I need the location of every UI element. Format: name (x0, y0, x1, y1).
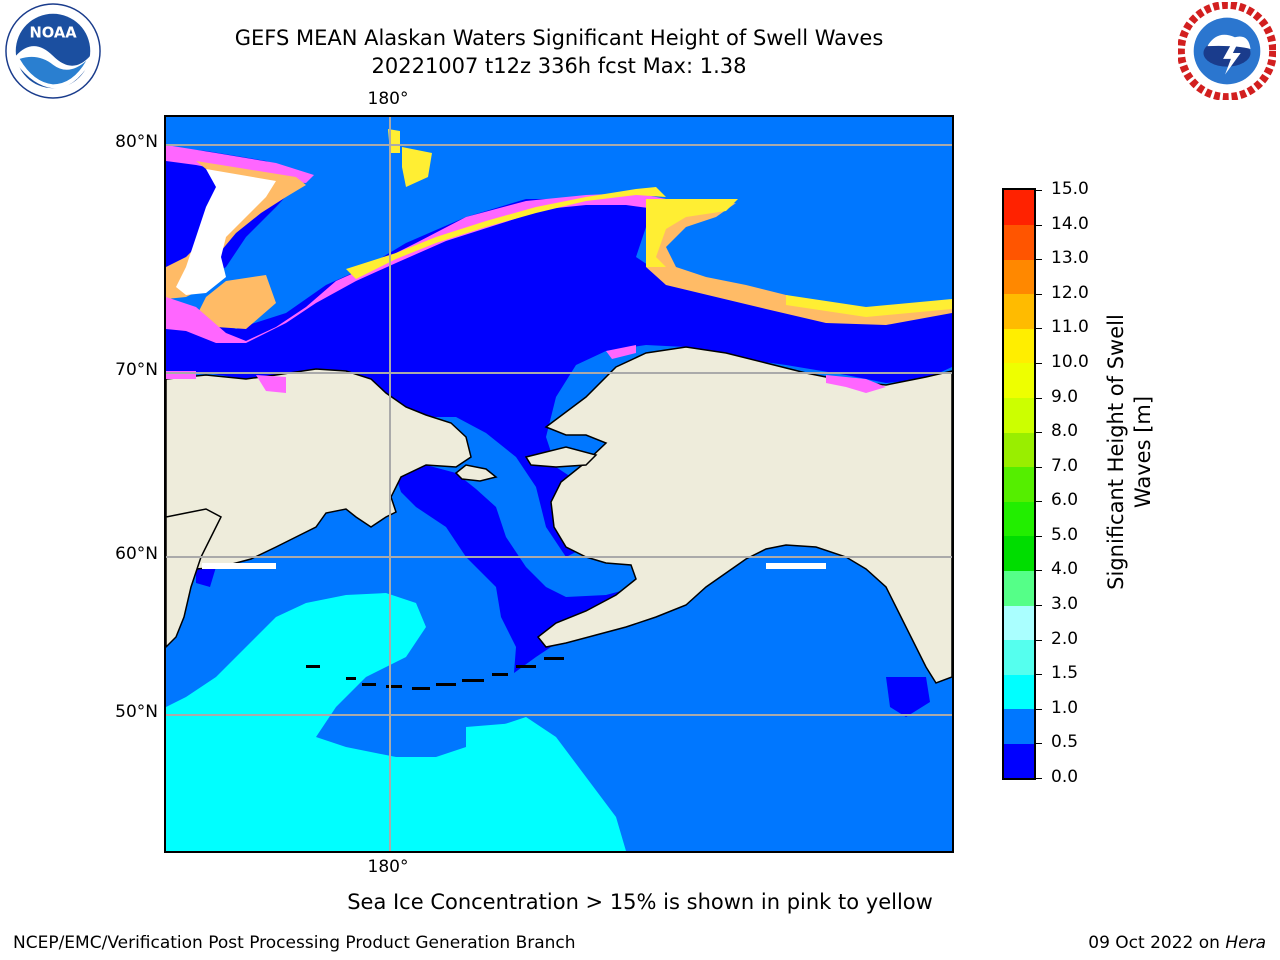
colorbar-tick-mark (1036, 224, 1042, 226)
colorbar-tick-label: 0.0 (1051, 767, 1079, 787)
colorbar-segment (1004, 605, 1034, 641)
sea-ice-white (176, 169, 276, 295)
sea-ice-white (766, 563, 826, 569)
colorbar-tick-label: 4.0 (1051, 559, 1079, 580)
lat-label-80: 80°N (115, 132, 158, 152)
sea-ice-pink (606, 345, 636, 359)
sea-ice-yellow (402, 147, 432, 187)
colorbar (1002, 188, 1036, 780)
colorbar-tick-label: 15.0 (1051, 179, 1089, 199)
sea-ice-pink (256, 375, 286, 393)
colorbar-tick-label: 7.0 (1051, 455, 1079, 476)
colorbar-tick-mark (1036, 397, 1042, 399)
chart-subtitle: 20221007 t12z 336h fcst Max: 1.38 (371, 54, 747, 78)
colorbar-segment (1004, 466, 1034, 502)
sea-ice-orange (196, 275, 276, 329)
colorbar-tick-mark (1036, 778, 1042, 779)
colorbar-segment (1004, 397, 1034, 433)
land-st-lawrence-island (454, 464, 498, 482)
sea-ice-pink (166, 193, 666, 343)
colorbar-segment (1004, 328, 1034, 364)
map-caption: Sea Ice Concentration > 15% is shown in … (347, 890, 933, 914)
colorbar-tick-mark (1036, 293, 1042, 295)
footer-host: Hera (1225, 933, 1266, 953)
map-panel (164, 115, 954, 853)
colorbar-segment (1004, 362, 1034, 399)
colorbar-segment (1004, 190, 1034, 226)
sea-ice-orange (646, 203, 952, 325)
footer-date: 09 Oct 2022 on Hera (1088, 933, 1266, 953)
sea-ice-yellow (786, 295, 952, 317)
sea-ice-white (202, 563, 276, 569)
footer-credit: NCEP/EMC/Verification Post Processing Pr… (13, 933, 576, 953)
colorbar-label: Significant Height of Swell Waves [m] (1104, 314, 1155, 590)
swell-10-15-region (466, 723, 536, 757)
colorbar-tick-label: 0.5 (1051, 732, 1079, 753)
colorbar-tick-label: 1.5 (1051, 663, 1079, 684)
colorbar-segment (1004, 570, 1034, 606)
noaa-logo-icon: NOAA (5, 3, 101, 99)
lat-label-60: 60°N (115, 544, 158, 564)
colorbar-segment (1004, 501, 1034, 537)
colorbar-segment (1004, 224, 1034, 260)
colorbar-tick-label: 6.0 (1051, 490, 1079, 511)
map-canvas (166, 117, 952, 851)
colorbar-tick-label: 14.0 (1051, 213, 1089, 234)
lon-label-top: 180° (367, 89, 409, 109)
footer-date-text: 09 Oct 2022 on (1088, 933, 1226, 953)
colorbar-tick-mark (1036, 501, 1042, 503)
colorbar-tick-label: 8.0 (1051, 421, 1079, 442)
colorbar-tick-mark (1036, 535, 1042, 537)
colorbar-tick-mark (1036, 190, 1042, 191)
swell-0-05-region (166, 195, 952, 557)
colorbar-tick-mark (1036, 466, 1042, 468)
colorbar-tick-label: 13.0 (1051, 248, 1089, 269)
aleutian-islands (306, 657, 564, 690)
colorbar-tick-mark (1036, 639, 1042, 641)
colorbar-segment (1004, 674, 1034, 710)
graticule (166, 117, 952, 851)
nws-logo-icon (1178, 2, 1276, 100)
sea-ice-pink (826, 375, 886, 393)
colorbar-segment (1004, 293, 1034, 329)
colorbar-tick-label: 12.0 (1051, 282, 1089, 303)
colorbar-tick-mark (1036, 328, 1042, 330)
colorbar-tick-mark (1036, 605, 1042, 607)
colorbar-segment (1004, 743, 1034, 779)
colorbar-tick-label: 5.0 (1051, 524, 1079, 545)
colorbar-segment (1004, 639, 1034, 675)
colorbar-tick-label: 1.0 (1051, 697, 1079, 718)
sea-ice-pink (166, 145, 314, 183)
sea-ice-yellow (646, 199, 738, 267)
colorbar-tick-mark (1036, 259, 1042, 261)
chart-title: GEFS MEAN Alaskan Waters Significant Hei… (234, 26, 884, 50)
lat-label-50: 50°N (115, 702, 158, 722)
colorbar-tick-mark (1036, 708, 1042, 710)
colorbar-segment (1004, 432, 1034, 468)
swell-10-15-region (166, 593, 626, 851)
colorbar-tick-mark (1036, 432, 1042, 434)
svg-text:NOAA: NOAA (29, 24, 77, 41)
colorbar-tick-mark (1036, 570, 1042, 572)
colorbar-segment (1004, 708, 1034, 744)
swell-0-05-region (886, 677, 930, 717)
colorbar-segment (1004, 535, 1034, 571)
colorbar-tick-label: 3.0 (1051, 594, 1079, 615)
swell-0-05-region (196, 567, 216, 587)
colorbar-tick-label: 9.0 (1051, 386, 1079, 407)
land-alaska-bump (524, 446, 598, 468)
colorbar-tick-mark (1036, 362, 1042, 364)
colorbar-tick-mark (1036, 743, 1042, 745)
colorbar-tick-mark (1036, 674, 1042, 676)
land-siberia (166, 368, 472, 570)
lon-label-bottom: 180° (367, 857, 409, 877)
colorbar-segment (1004, 259, 1034, 295)
colorbar-tick-label: 10.0 (1051, 351, 1089, 372)
colorbar-tick-label: 11.0 (1051, 317, 1089, 338)
colorbar-tick-label: 2.0 (1051, 628, 1079, 649)
lat-label-70: 70°N (115, 360, 158, 380)
